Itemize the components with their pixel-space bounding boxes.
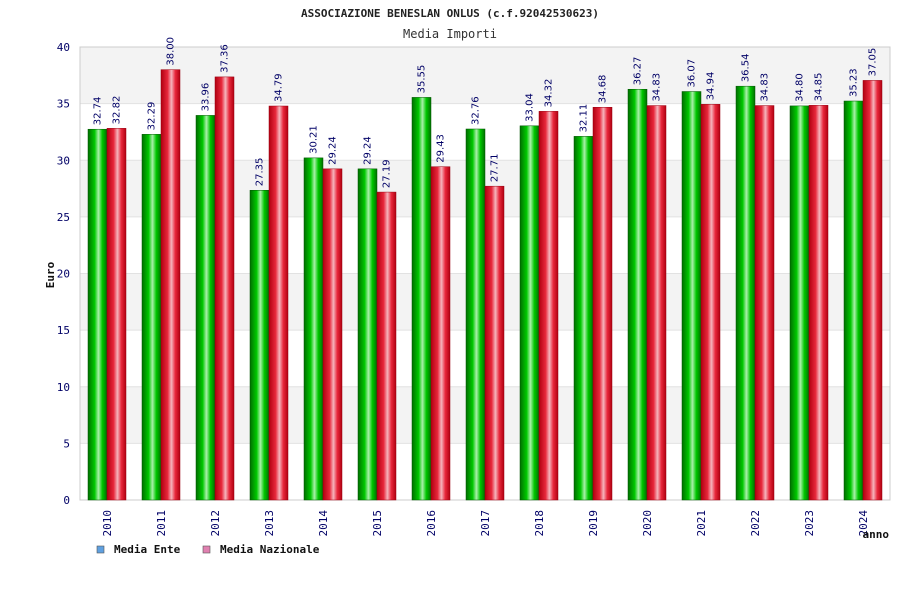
bar-media-ente-2020: [627, 88, 648, 501]
x-axis-label: anno: [863, 528, 890, 541]
y-axis-ticks: 0 5 10 15 20 25 30 35 40: [57, 41, 70, 507]
bar-media-nazionale-2020: [646, 105, 667, 501]
value-label-media-nazionale-2024: 37.05: [868, 48, 879, 77]
x-tick-label-2015: 2015: [371, 510, 384, 537]
bar-media-nazionale-2021: [700, 104, 721, 501]
bar-media-ente-2015: [357, 168, 378, 501]
bar-media-ente-2016: [411, 97, 432, 501]
value-label-media-nazionale-2015: 27.19: [382, 159, 393, 188]
value-label-media-ente-2013: 27.35: [255, 158, 266, 187]
y-tick-label: 15: [57, 324, 70, 337]
x-tick-label-2011: 2011: [155, 510, 168, 537]
bar-media-ente-2022: [735, 85, 756, 501]
value-label-media-nazionale-2022: 34.83: [760, 73, 771, 102]
value-label-media-nazionale-2014: 29.24: [328, 136, 339, 165]
bar-media-ente-2011: [141, 134, 162, 501]
value-label-media-ente-2023: 34.80: [795, 73, 806, 102]
bar-media-ente-2024: [843, 100, 864, 501]
bar-media-ente-2012: [195, 115, 216, 501]
chart-subtitle: Media Importi: [403, 27, 497, 41]
value-label-media-ente-2011: 32.29: [147, 102, 158, 131]
x-tick-label-2014: 2014: [317, 510, 330, 537]
y-tick-label: 25: [57, 211, 70, 224]
bar-media-nazionale-2023: [808, 105, 829, 501]
value-label-media-ente-2010: 32.74: [93, 97, 104, 126]
bar-media-nazionale-2012: [214, 76, 235, 501]
legend-label-media-ente: Media Ente: [114, 543, 181, 556]
bar-media-ente-2018: [519, 125, 540, 501]
bar-media-nazionale-2019: [592, 106, 613, 501]
x-tick-label-2016: 2016: [425, 510, 438, 537]
bar-media-ente-2021: [681, 91, 702, 501]
value-labels: 32.74 32.82 32.29 38.00 33.96 37.36 27.35 34.79…: [93, 37, 879, 188]
value-label-media-ente-2021: 36.07: [687, 59, 698, 88]
value-label-media-nazionale-2010: 32.82: [112, 96, 123, 125]
bar-media-nazionale-2013: [268, 105, 289, 501]
x-tick-label-2013: 2013: [263, 510, 276, 537]
y-tick-label: 40: [57, 41, 70, 54]
value-label-media-ente-2016: 35.55: [417, 65, 428, 94]
y-tick-label: 0: [63, 494, 70, 507]
x-tick-label-2010: 2010: [101, 510, 114, 537]
bar-media-ente-2019: [573, 136, 594, 501]
bar-media-nazionale-2017: [484, 185, 505, 501]
value-label-media-nazionale-2021: 34.94: [706, 72, 717, 101]
y-tick-label: 5: [63, 437, 70, 450]
legend-swatch-media-ente: [96, 545, 105, 554]
bars: [87, 69, 883, 501]
bar-media-nazionale-2024: [862, 80, 883, 501]
value-label-media-nazionale-2023: 34.85: [814, 73, 825, 102]
value-label-media-ente-2017: 32.76: [471, 96, 482, 125]
bar-media-nazionale-2016: [430, 166, 451, 501]
x-tick-label-2020: 2020: [641, 510, 654, 537]
value-label-media-ente-2024: 35.23: [849, 68, 860, 97]
value-label-media-nazionale-2020: 34.83: [652, 73, 663, 102]
x-tick-label-2021: 2021: [695, 510, 708, 537]
legend-swatch-media-nazionale: [202, 545, 211, 554]
y-tick-label: 20: [57, 268, 70, 281]
chart-title: ASSOCIAZIONE BENESLAN ONLUS (c.f.9204253…: [301, 7, 599, 20]
value-label-media-ente-2020: 36.27: [633, 57, 644, 86]
value-label-media-ente-2014: 30.21: [309, 125, 320, 154]
value-label-media-nazionale-2017: 27.71: [490, 154, 501, 183]
y-tick-label: 10: [57, 381, 70, 394]
value-label-media-ente-2012: 33.96: [201, 83, 212, 112]
value-label-media-ente-2015: 29.24: [363, 136, 374, 165]
value-label-media-nazionale-2013: 34.79: [274, 73, 285, 102]
x-tick-label-2022: 2022: [749, 510, 762, 537]
y-tick-label: 35: [57, 98, 70, 111]
value-label-media-ente-2019: 32.11: [579, 104, 590, 133]
bar-media-ente-2014: [303, 157, 324, 501]
value-label-media-nazionale-2018: 34.32: [544, 79, 555, 108]
bar-media-nazionale-2015: [376, 191, 397, 501]
x-tick-label-2017: 2017: [479, 510, 492, 537]
bar-media-ente-2023: [789, 105, 810, 501]
bar-media-ente-2013: [249, 190, 270, 501]
bar-media-nazionale-2010: [106, 128, 127, 501]
x-tick-label-2019: 2019: [587, 510, 600, 537]
value-label-media-nazionale-2012: 37.36: [220, 44, 231, 73]
x-tick-label-2012: 2012: [209, 510, 222, 537]
value-label-media-nazionale-2016: 29.43: [436, 134, 447, 163]
x-tick-label-2018: 2018: [533, 510, 546, 537]
value-label-media-nazionale-2011: 38.00: [166, 37, 177, 66]
x-axis-ticks: 2010 2011 2012 2013 2014 2015 2016 2017 2018 2019…: [101, 510, 870, 537]
y-tick-label: 30: [57, 154, 70, 167]
value-label-media-ente-2018: 33.04: [525, 93, 536, 122]
value-label-media-nazionale-2019: 34.68: [598, 75, 609, 104]
bar-media-nazionale-2014: [322, 168, 343, 501]
bar-media-nazionale-2018: [538, 111, 559, 501]
legend-label-media-nazionale: Media Nazionale: [220, 543, 320, 556]
x-tick-label-2024: 2024: [857, 510, 870, 537]
bar-media-ente-2017: [465, 128, 486, 501]
legend: Media Ente Media Nazionale: [96, 543, 320, 556]
x-tick-label-2023: 2023: [803, 510, 816, 537]
value-label-media-ente-2022: 36.54: [741, 54, 752, 83]
y-axis-label: Euro: [44, 261, 57, 288]
bar-media-ente-2010: [87, 128, 108, 501]
bar-media-nazionale-2011: [160, 69, 181, 501]
bar-media-nazionale-2022: [754, 105, 775, 501]
